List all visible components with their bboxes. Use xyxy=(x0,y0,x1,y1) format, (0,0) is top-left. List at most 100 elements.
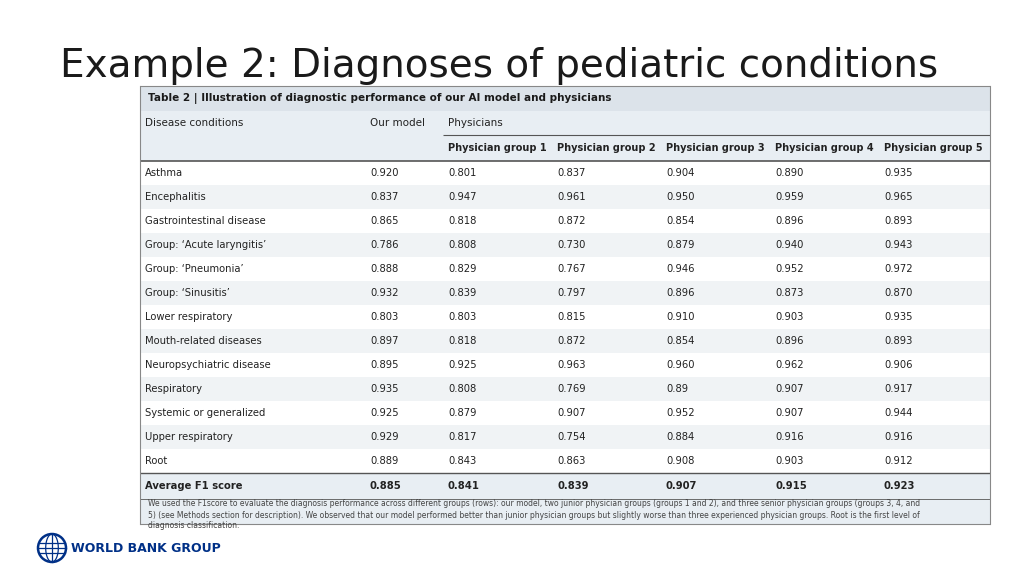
Text: 0.963: 0.963 xyxy=(557,360,586,370)
Text: Respiratory: Respiratory xyxy=(145,384,202,394)
Text: 0.897: 0.897 xyxy=(370,336,398,346)
Bar xyxy=(140,401,990,425)
Text: 0.907: 0.907 xyxy=(775,408,804,418)
Text: 0.940: 0.940 xyxy=(775,240,804,250)
Text: 0.843: 0.843 xyxy=(449,456,476,466)
Text: Average F1 score: Average F1 score xyxy=(145,481,243,491)
Text: Example 2: Diagnoses of pediatric conditions: Example 2: Diagnoses of pediatric condit… xyxy=(60,47,938,85)
Text: 0.896: 0.896 xyxy=(775,216,804,226)
Text: We used the F1score to evaluate the diagnosis performance across different group: We used the F1score to evaluate the diag… xyxy=(148,499,921,509)
Text: 0.872: 0.872 xyxy=(557,336,586,346)
Text: 0.870: 0.870 xyxy=(884,288,912,298)
Text: Root: Root xyxy=(145,456,167,466)
Bar xyxy=(140,257,990,281)
Text: 0.841: 0.841 xyxy=(449,481,480,491)
Text: 0.885: 0.885 xyxy=(370,481,401,491)
Bar xyxy=(140,209,990,233)
Text: 0.908: 0.908 xyxy=(666,456,694,466)
Text: Systemic or generalized: Systemic or generalized xyxy=(145,408,265,418)
Bar xyxy=(140,305,990,329)
Text: 0.925: 0.925 xyxy=(449,360,476,370)
Text: 0.767: 0.767 xyxy=(557,264,586,274)
Text: Physician group 2: Physician group 2 xyxy=(557,143,655,153)
Text: 0.972: 0.972 xyxy=(884,264,912,274)
Text: 0.952: 0.952 xyxy=(775,264,804,274)
Bar xyxy=(140,135,990,161)
Text: 0.906: 0.906 xyxy=(884,360,912,370)
Text: 0.815: 0.815 xyxy=(557,312,586,322)
Text: 0.944: 0.944 xyxy=(884,408,912,418)
Text: 0.837: 0.837 xyxy=(557,168,586,178)
Text: 0.890: 0.890 xyxy=(775,168,804,178)
Text: 0.946: 0.946 xyxy=(666,264,694,274)
Text: 0.895: 0.895 xyxy=(370,360,398,370)
Text: Mouth-related diseases: Mouth-related diseases xyxy=(145,336,262,346)
Text: 0.884: 0.884 xyxy=(666,432,694,442)
Text: 0.910: 0.910 xyxy=(666,312,694,322)
Text: 0.916: 0.916 xyxy=(775,432,804,442)
Text: 0.935: 0.935 xyxy=(884,168,912,178)
Text: Group: ‘Acute laryngitis’: Group: ‘Acute laryngitis’ xyxy=(145,240,266,250)
Text: 0.839: 0.839 xyxy=(557,481,589,491)
Text: 0.916: 0.916 xyxy=(884,432,912,442)
Text: 0.907: 0.907 xyxy=(557,408,586,418)
Text: Group: ‘Sinusitis’: Group: ‘Sinusitis’ xyxy=(145,288,229,298)
Text: 0.935: 0.935 xyxy=(884,312,912,322)
Text: 0.879: 0.879 xyxy=(666,240,694,250)
Text: 0.915: 0.915 xyxy=(775,481,807,491)
Text: 0.873: 0.873 xyxy=(775,288,804,298)
Text: Physicians: Physicians xyxy=(449,118,503,128)
Text: 0.839: 0.839 xyxy=(449,288,476,298)
Text: 0.912: 0.912 xyxy=(884,456,912,466)
Text: 0.961: 0.961 xyxy=(557,192,586,202)
Text: 0.896: 0.896 xyxy=(666,288,694,298)
Bar xyxy=(140,111,990,135)
Text: 0.947: 0.947 xyxy=(449,192,476,202)
Text: 0.889: 0.889 xyxy=(370,456,398,466)
Text: Physician group 1: Physician group 1 xyxy=(449,143,547,153)
Text: 0.865: 0.865 xyxy=(370,216,398,226)
Bar xyxy=(140,185,990,209)
Text: Table 2 | Illustration of diagnostic performance of our AI model and physicians: Table 2 | Illustration of diagnostic per… xyxy=(148,93,611,104)
Text: 0.872: 0.872 xyxy=(557,216,586,226)
Text: 0.962: 0.962 xyxy=(775,360,804,370)
Text: 0.960: 0.960 xyxy=(666,360,694,370)
Text: 0.920: 0.920 xyxy=(370,168,398,178)
Text: 0.903: 0.903 xyxy=(775,312,804,322)
Text: 0.803: 0.803 xyxy=(370,312,398,322)
Text: Disease conditions: Disease conditions xyxy=(145,118,244,128)
Text: 0.893: 0.893 xyxy=(884,216,912,226)
Text: 0.769: 0.769 xyxy=(557,384,586,394)
Text: 0.730: 0.730 xyxy=(557,240,586,250)
Text: 0.952: 0.952 xyxy=(666,408,694,418)
Text: Lower respiratory: Lower respiratory xyxy=(145,312,232,322)
Bar xyxy=(140,329,990,353)
Text: 0.837: 0.837 xyxy=(370,192,398,202)
Text: 0.888: 0.888 xyxy=(370,264,398,274)
Text: 0.932: 0.932 xyxy=(370,288,398,298)
Text: 0.854: 0.854 xyxy=(666,216,694,226)
Text: 0.803: 0.803 xyxy=(449,312,476,322)
Text: diagnosis classification.: diagnosis classification. xyxy=(148,521,240,530)
Text: Asthma: Asthma xyxy=(145,168,183,178)
Text: 0.808: 0.808 xyxy=(449,240,476,250)
Text: 0.943: 0.943 xyxy=(884,240,912,250)
Bar xyxy=(140,281,990,305)
Text: Our model: Our model xyxy=(370,118,425,128)
Text: 0.786: 0.786 xyxy=(370,240,398,250)
Bar xyxy=(140,86,990,524)
Text: Physician group 4: Physician group 4 xyxy=(775,143,873,153)
Text: 0.903: 0.903 xyxy=(775,456,804,466)
Text: Physician group 3: Physician group 3 xyxy=(666,143,765,153)
Text: 0.907: 0.907 xyxy=(775,384,804,394)
Text: 0.935: 0.935 xyxy=(370,384,398,394)
Bar xyxy=(140,425,990,449)
Text: 0.929: 0.929 xyxy=(370,432,398,442)
Bar xyxy=(140,377,990,401)
Text: 5) (see Methods section for description). We observed that our model performed b: 5) (see Methods section for description)… xyxy=(148,510,920,520)
Text: 0.818: 0.818 xyxy=(449,336,476,346)
Text: 0.89: 0.89 xyxy=(666,384,688,394)
Text: 0.904: 0.904 xyxy=(666,168,694,178)
Text: 0.965: 0.965 xyxy=(884,192,912,202)
Text: 0.907: 0.907 xyxy=(666,481,697,491)
